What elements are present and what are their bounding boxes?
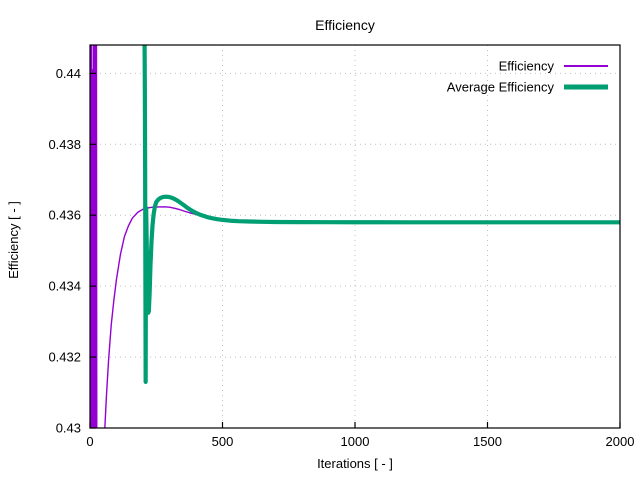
legend-label: Average Efficiency xyxy=(447,80,555,95)
x-tick-label: 1500 xyxy=(473,434,502,449)
chart-title: Efficiency xyxy=(315,17,375,33)
x-tick-label: 500 xyxy=(212,434,234,449)
y-axis-ticks: 0.43 0.432 0.434 0.436 0.438 0.44 xyxy=(48,66,96,436)
x-tick-label: 1000 xyxy=(341,434,370,449)
series-line xyxy=(142,45,620,384)
x-tick-label: 0 xyxy=(86,434,93,449)
plot-series-layer xyxy=(90,45,620,428)
y-tick-label: 0.434 xyxy=(48,279,81,294)
y-tick-label: 0.438 xyxy=(48,137,81,152)
y-tick-label: 0.44 xyxy=(56,66,81,81)
y-axis-label: Efficiency [ - ] xyxy=(6,201,21,279)
x-axis-ticks: 0 500 1000 1500 2000 xyxy=(86,422,634,449)
y-tick-label: 0.432 xyxy=(48,350,81,365)
chart-legend: Efficiency Average Efficiency xyxy=(447,59,608,95)
x-axis-label: Iterations [ - ] xyxy=(317,456,393,471)
y-tick-label: 0.43 xyxy=(56,421,81,436)
legend-label: Efficiency xyxy=(499,59,555,74)
y-tick-label: 0.436 xyxy=(48,208,81,223)
x-tick-label: 2000 xyxy=(606,434,635,449)
